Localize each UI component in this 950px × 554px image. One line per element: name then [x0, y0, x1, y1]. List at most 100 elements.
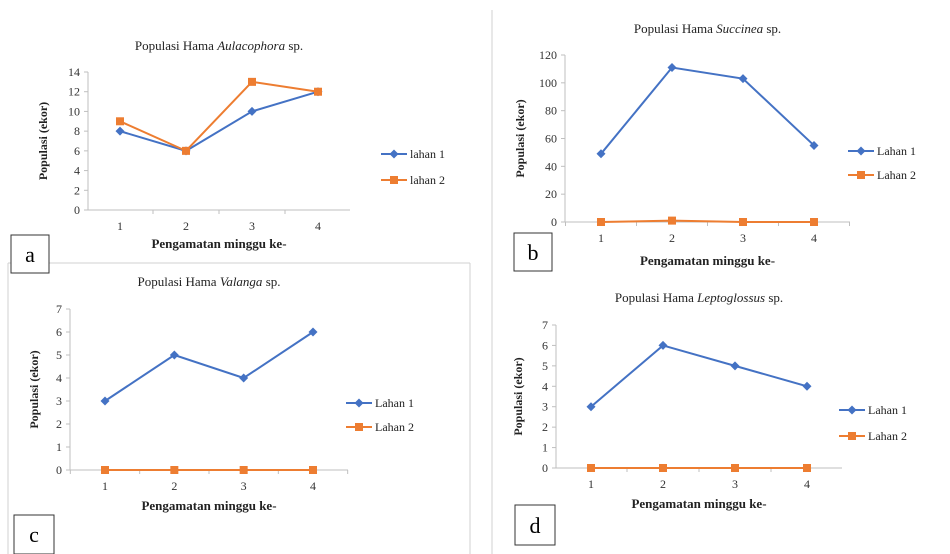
data-point: [667, 63, 677, 73]
x-tick-label: 3: [249, 219, 255, 233]
data-point: [738, 74, 748, 84]
panel-letter-d: d: [530, 513, 541, 538]
chart-title: Populasi Hama Leptoglossus sp.: [615, 290, 783, 305]
panel-letter-b: b: [528, 240, 539, 265]
legend-swatch-marker: [389, 149, 399, 159]
data-point: [239, 466, 248, 474]
y-tick-label: 4: [542, 379, 548, 393]
panel-label-d: d: [514, 504, 556, 546]
charts: Populasi Hama Aulacophora sp.02468101214…: [27, 21, 916, 513]
y-tick-label: 3: [542, 400, 548, 414]
y-tick-label: 8: [74, 124, 80, 138]
y-tick-label: 20: [545, 187, 557, 201]
chart-1: Populasi Hama Aulacophora sp.02468101214…: [36, 38, 445, 251]
panel-frames: [7, 10, 493, 554]
data-point: [597, 218, 605, 226]
legend-swatch-marker: [856, 146, 866, 156]
data-point: [731, 464, 739, 472]
x-tick-label: 1: [117, 219, 123, 233]
chart-title-prefix: Populasi Hama: [634, 21, 716, 36]
chart-2: Populasi Hama Succinea sp.02040608010012…: [513, 21, 916, 268]
data-point: [730, 361, 740, 371]
data-point: [170, 466, 179, 474]
chart-title-suffix: sp.: [763, 21, 781, 36]
legend-swatch-marker: [847, 405, 857, 415]
x-tick-label: 3: [241, 479, 247, 493]
x-tick-label: 2: [669, 231, 675, 245]
legend-label: Lahan 1: [375, 396, 414, 410]
y-tick-label: 2: [74, 183, 80, 197]
y-tick-label: 4: [74, 164, 80, 178]
y-tick-label: 3: [56, 394, 62, 408]
y-tick-label: 100: [539, 76, 557, 90]
y-axis-label: Populasi (ekor): [513, 99, 527, 177]
y-tick-label: 0: [56, 463, 62, 477]
chart-title-species: Succinea: [716, 21, 763, 36]
x-tick-label: 4: [315, 219, 321, 233]
chart-title-suffix: sp.: [765, 290, 783, 305]
data-point: [309, 466, 317, 474]
x-axis-label: Pengamatan minggu ke-: [640, 253, 775, 268]
x-tick-label: 2: [183, 219, 189, 233]
y-tick-label: 80: [545, 104, 557, 118]
chart-title-prefix: Populasi Hama: [137, 274, 219, 289]
x-tick-label: 4: [804, 477, 810, 491]
data-point: [809, 140, 819, 150]
y-tick-label: 7: [542, 318, 548, 332]
y-tick-label: 0: [542, 461, 548, 475]
series-line-1: [600, 66, 815, 155]
x-tick-label: 4: [811, 231, 817, 245]
x-axis-label: Pengamatan minggu ke-: [151, 236, 286, 251]
chart-title: Populasi Hama Succinea sp.: [634, 21, 781, 36]
data-point: [802, 381, 812, 391]
panel-letter-c: c: [29, 522, 39, 547]
data-point: [169, 350, 179, 360]
data-point: [308, 327, 318, 337]
data-point: [248, 77, 256, 86]
x-tick-label: 1: [102, 479, 108, 493]
chart-title-prefix: Populasi Hama: [135, 38, 217, 53]
data-point: [182, 146, 190, 155]
y-tick-label: 6: [56, 325, 62, 339]
legend-label: Lahan 1: [868, 403, 907, 417]
data-point: [810, 218, 818, 226]
y-tick-label: 1: [56, 440, 62, 454]
data-point: [586, 402, 596, 412]
x-tick-label: 1: [598, 231, 604, 245]
y-tick-label: 1: [542, 441, 548, 455]
data-point: [100, 396, 110, 406]
y-tick-label: 5: [56, 348, 62, 362]
legend-label: Lahan 1: [877, 144, 916, 158]
legend-label: lahan 2: [410, 173, 445, 187]
y-tick-label: 10: [68, 104, 80, 118]
y-tick-label: 0: [551, 215, 557, 229]
y-tick-label: 6: [74, 144, 80, 158]
x-tick-label: 4: [310, 479, 316, 493]
chart-title-species: Leptoglossus: [696, 290, 765, 305]
x-tick-label: 2: [171, 479, 177, 493]
chart-title-prefix: Populasi Hama: [615, 290, 697, 305]
x-tick-label: 2: [660, 477, 666, 491]
chart-title-suffix: sp.: [262, 274, 280, 289]
legend-label: lahan 1: [410, 147, 445, 161]
panel-label-a: a: [10, 234, 50, 274]
legend-label: Lahan 2: [877, 168, 916, 182]
data-point: [116, 117, 124, 126]
legend-swatch-marker: [857, 171, 865, 179]
data-point: [803, 464, 811, 472]
x-axis-label: Pengamatan minggu ke-: [141, 498, 276, 513]
data-point: [739, 218, 747, 226]
data-point: [239, 373, 249, 383]
data-point: [314, 87, 322, 96]
x-tick-label: 3: [732, 477, 738, 491]
x-tick-label: 1: [588, 477, 594, 491]
legend-swatch-marker: [848, 432, 856, 440]
chart-title-species: Valanga: [220, 274, 263, 289]
chart-title-species: Aulacophora: [216, 38, 285, 53]
y-axis-label: Populasi (ekor): [27, 350, 41, 428]
y-tick-label: 2: [56, 417, 62, 431]
y-tick-label: 2: [542, 420, 548, 434]
series-line-1: [119, 90, 319, 152]
series-line-2: [119, 80, 319, 153]
